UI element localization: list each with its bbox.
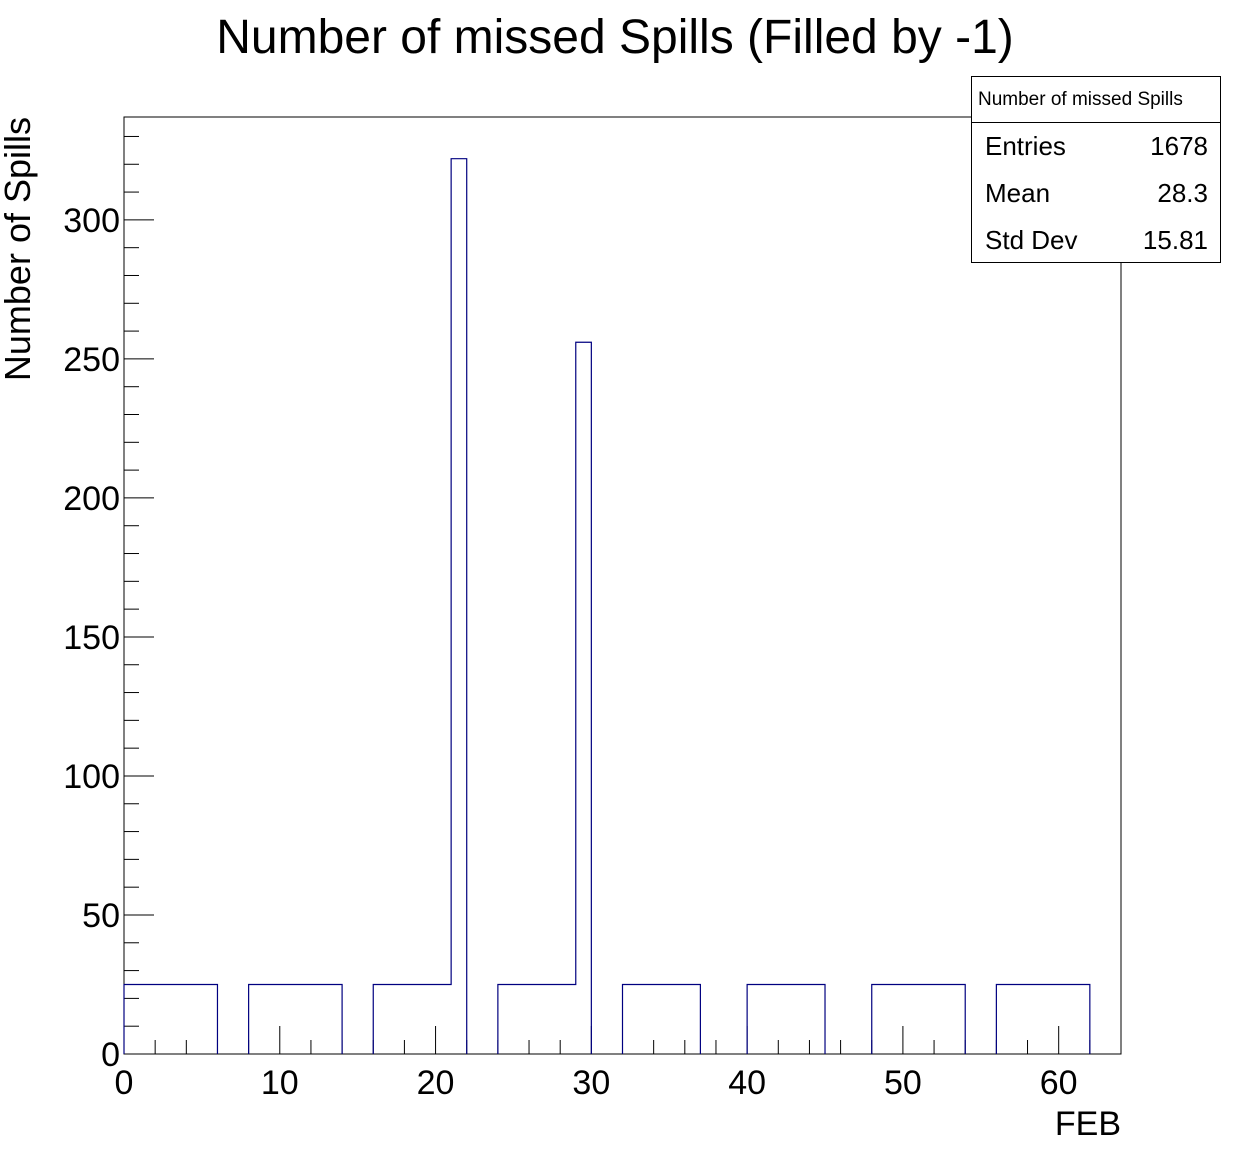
histogram-outline: [621, 983, 701, 1054]
stats-box-title: Number of missed Spills: [972, 77, 1220, 123]
histogram-outline: [995, 983, 1091, 1054]
stats-label-stddev: Std Dev: [985, 225, 1078, 255]
x-tick-label: 10: [261, 1064, 299, 1102]
x-tick-label: 20: [417, 1064, 455, 1102]
stats-row-entries: Entries 1678: [972, 123, 1220, 170]
chart-title: Number of missed Spills (Filled by -1): [216, 11, 1014, 64]
x-tick-label: 30: [572, 1064, 610, 1102]
stats-value-entries: 1678: [1150, 131, 1208, 161]
y-tick-label: 100: [63, 758, 120, 796]
stats-label-mean: Mean: [985, 178, 1051, 208]
histogram-bin: [373, 984, 451, 1054]
histogram-outline: [123, 983, 219, 1054]
x-tick-label: 0: [115, 1064, 134, 1102]
stats-label-entries: Entries: [985, 131, 1066, 161]
y-tick-label: 300: [63, 202, 120, 240]
histogram-bin: [747, 984, 825, 1054]
histogram-bin: [498, 984, 576, 1054]
x-tick-label: 60: [1040, 1064, 1078, 1102]
y-tick-label: 200: [63, 480, 120, 518]
stats-row-stddev: Std Dev 15.81: [972, 217, 1220, 264]
x-tick-label: 40: [728, 1064, 766, 1102]
y-axis-label: Number of Spills: [0, 117, 38, 381]
stats-row-mean: Mean 28.3: [972, 170, 1220, 217]
histogram-outline: [871, 983, 966, 1054]
stats-box: Number of missed Spills Entries 1678 Mea…: [971, 76, 1221, 263]
histogram-outline: [372, 158, 468, 1054]
histogram-bin: [249, 984, 342, 1054]
histogram-outline: [497, 341, 592, 1054]
stats-value-stddev: 15.81: [1142, 225, 1208, 255]
histogram-bin: [872, 984, 965, 1054]
y-tick-label: 150: [63, 619, 120, 657]
y-tick-label: 50: [82, 897, 120, 935]
histogram-outline: [248, 983, 343, 1054]
histogram-bin: [623, 984, 701, 1054]
y-tick-label: 0: [101, 1036, 120, 1074]
y-tick-label: 250: [63, 341, 120, 379]
histogram-bin: [451, 159, 467, 1054]
stats-value-mean: 28.3: [1157, 178, 1208, 208]
histogram-bin: [576, 342, 592, 1054]
histogram-bin: [124, 984, 217, 1054]
histogram-outline: [746, 983, 826, 1054]
x-tick-label: 50: [884, 1064, 922, 1102]
histogram-bin: [996, 984, 1089, 1054]
x-axis-label: FEB: [1055, 1105, 1121, 1143]
